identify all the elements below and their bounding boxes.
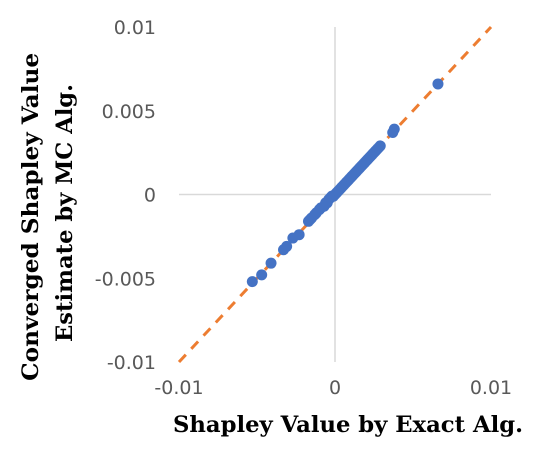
y-tick-label: 0.01 xyxy=(114,17,156,39)
y-tick-label: 0.005 xyxy=(102,101,156,123)
x-axis-title: Shapley Value by Exact Alg. xyxy=(173,412,523,438)
y-axis-title-line-2: Estimate by MC Alg. xyxy=(52,84,78,342)
data-point xyxy=(256,269,268,281)
y-axis-title-line-1: Converged Shapley Value xyxy=(18,53,44,381)
data-point xyxy=(265,257,277,269)
tick-labels: -0.01 -0.005 0 0.005 0.01 -0.01 0 0.01 xyxy=(95,17,512,399)
data-points xyxy=(246,78,444,288)
data-point xyxy=(388,123,400,135)
y-tick-label: 0 xyxy=(144,185,156,207)
data-point xyxy=(293,229,305,241)
data-point xyxy=(374,140,386,152)
y-tick-label: -0.01 xyxy=(107,352,156,374)
x-tick-label: 0.01 xyxy=(470,377,512,399)
y-axis-title: Converged Shapley Value Estimate by MC A… xyxy=(18,45,78,381)
x-tick-label: -0.01 xyxy=(154,377,203,399)
data-point xyxy=(432,78,444,90)
data-point xyxy=(281,240,293,252)
x-tick-label: 0 xyxy=(329,377,341,399)
y-tick-label: -0.005 xyxy=(95,268,156,290)
data-point xyxy=(246,276,258,288)
